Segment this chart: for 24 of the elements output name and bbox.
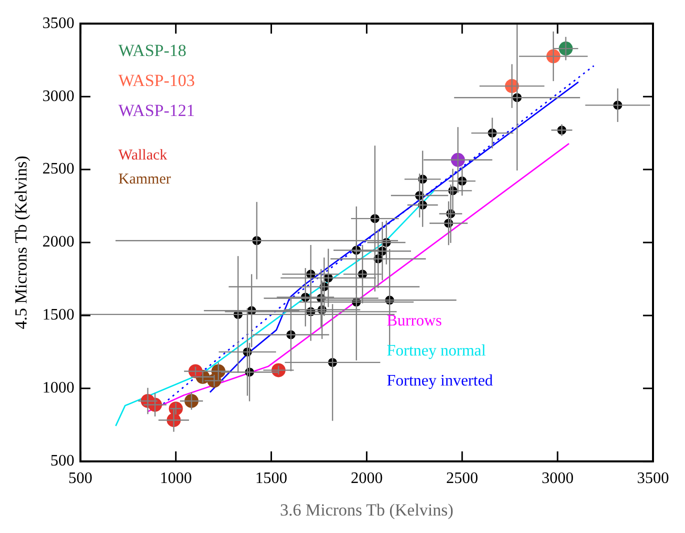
text: Kammer — [118, 172, 171, 188]
y-tick-label: 2000 — [42, 234, 74, 251]
x-tick-label: 3000 — [542, 470, 574, 488]
y-tick-label: 2500 — [42, 160, 74, 178]
x-tick-label: 1000 — [160, 470, 192, 488]
y-tick-label: 1500 — [42, 306, 74, 324]
series-label: Burrows — [386, 312, 442, 330]
text: WASP-121 — [118, 101, 195, 120]
x-tick-label: 3500 — [637, 470, 669, 488]
text: Fortney inverted — [386, 372, 493, 390]
text: WASP-18 — [118, 41, 186, 60]
y-tick-label: 3000 — [42, 88, 74, 105]
x-tick-label: 2500 — [446, 470, 478, 488]
x-tick-label: 1500 — [255, 470, 288, 488]
y-axis-title: 4.5 Microns Tb (Kelvins) — [12, 156, 31, 330]
y-tick-label: 3500 — [42, 14, 74, 32]
text: WASP-103 — [118, 71, 195, 90]
y-tick-label: 1000 — [42, 380, 74, 397]
y-tick-label: 500 — [50, 452, 74, 470]
x-tick-label: 2000 — [350, 470, 383, 488]
x-tick-label: 500 — [68, 470, 92, 488]
text: Wallack — [118, 148, 168, 164]
text: Fortney normal — [386, 342, 486, 360]
x-axis-title: 3.6 Microns Tb (Kelvins) — [280, 500, 454, 520]
